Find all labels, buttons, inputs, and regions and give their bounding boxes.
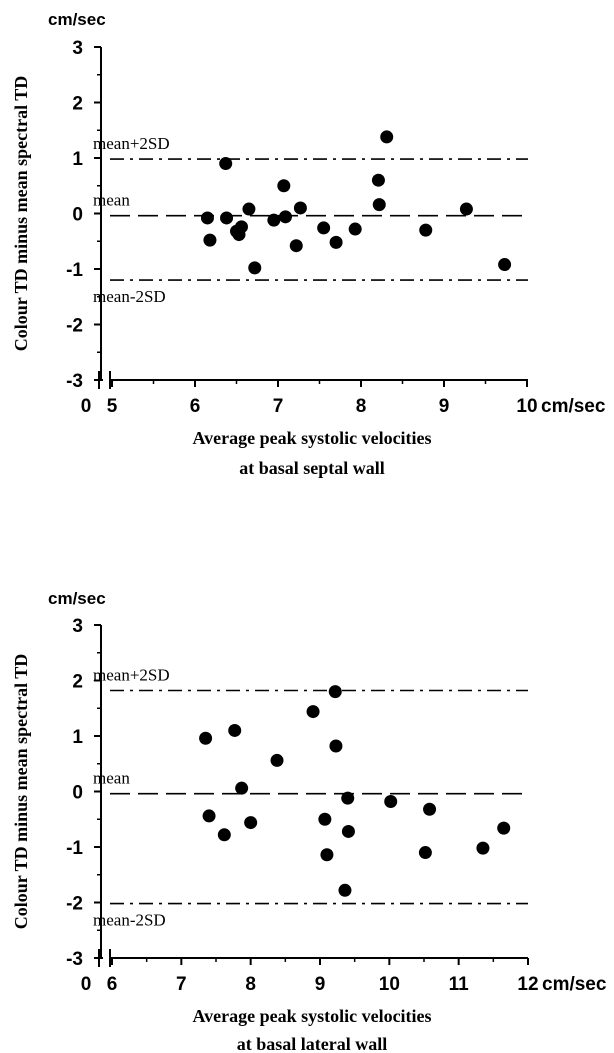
reference-line-label: mean+2SD	[93, 134, 170, 153]
y-axis-label: Colour TD minus mean spectral TD	[11, 76, 31, 352]
y-tick-label: 2	[72, 672, 83, 693]
x-axis-label-line: Average peak systolic velocities	[192, 428, 431, 448]
x-axis-label-line: at basal lateral wall	[237, 1034, 388, 1053]
reference-line-label: mean+2SD	[93, 665, 170, 684]
y-axis-unit: cm/sec	[48, 589, 106, 608]
x-tick-label: 11	[449, 974, 470, 995]
reference-line-label: mean-2SD	[93, 287, 166, 306]
reference-line-label: mean-2SD	[93, 911, 166, 930]
data-point	[278, 210, 292, 224]
data-point	[338, 883, 352, 897]
x-tick-label: 5	[107, 396, 118, 417]
data-point	[459, 202, 473, 216]
data-point	[228, 723, 242, 737]
data-point	[497, 821, 511, 835]
x-tick-label: 8	[356, 396, 367, 417]
y-tick-label: 3	[72, 38, 83, 59]
data-point	[341, 824, 355, 838]
y-tick-label: -3	[66, 371, 83, 392]
data-point	[423, 802, 437, 816]
data-point	[203, 233, 217, 247]
reference-line-label: mean	[93, 769, 130, 788]
x-tick-label: 7	[176, 974, 187, 995]
data-point	[277, 179, 291, 193]
data-point	[244, 816, 258, 830]
data-point	[202, 809, 216, 823]
data-point	[341, 791, 355, 805]
y-tick-label: -3	[66, 949, 83, 970]
x-tick-label: 6	[190, 396, 201, 417]
data-point	[348, 222, 362, 236]
data-point	[320, 848, 334, 862]
data-point	[235, 781, 249, 795]
data-point	[248, 261, 262, 275]
x-tick-label: 7	[273, 396, 284, 417]
data-point	[380, 130, 394, 144]
data-point	[289, 239, 303, 253]
y-tick-label: 0	[72, 205, 83, 226]
x-tick-label: 8	[245, 974, 256, 995]
data-point	[384, 794, 398, 808]
data-point	[498, 258, 512, 272]
y-tick-label: 2	[72, 94, 83, 115]
x-axis-label-line: Average peak systolic velocities	[192, 1006, 431, 1026]
data-point	[200, 211, 214, 225]
y-tick-label: 0	[72, 783, 83, 804]
y-tick-label: -1	[66, 260, 83, 281]
data-point	[371, 173, 385, 187]
x-tick-label-zero: 0	[81, 396, 92, 417]
x-tick-label: 10	[379, 974, 400, 995]
data-point	[329, 739, 343, 753]
data-point	[372, 198, 386, 212]
data-point	[242, 202, 256, 216]
data-point	[329, 235, 343, 249]
x-tick-label: 6	[107, 974, 118, 995]
x-tick-label: 9	[439, 396, 450, 417]
reference-line-label: mean	[93, 191, 130, 210]
x-tick-label: 12	[517, 974, 538, 995]
x-axis-label-line: at basal septal wall	[239, 458, 385, 478]
x-tick-label: 9	[315, 974, 326, 995]
data-point	[419, 223, 433, 237]
data-point	[418, 846, 432, 860]
data-point	[220, 211, 234, 225]
x-axis-unit: cm/sec	[542, 974, 607, 995]
y-tick-label: -1	[66, 838, 83, 859]
y-axis-label: Colour TD minus mean spectral TD	[11, 654, 31, 930]
data-point	[270, 753, 284, 767]
y-tick-label: -2	[66, 316, 83, 337]
data-point	[293, 201, 307, 215]
y-tick-label: 1	[72, 149, 83, 170]
data-point	[267, 213, 281, 227]
y-tick-label: 3	[72, 616, 83, 637]
data-point	[306, 705, 320, 719]
data-point	[234, 220, 248, 234]
data-point	[199, 731, 213, 745]
x-tick-label: 10	[516, 396, 537, 417]
data-point	[328, 685, 342, 699]
y-axis-unit: cm/sec	[48, 10, 106, 29]
data-point	[476, 841, 490, 855]
data-point	[317, 221, 331, 235]
data-point	[219, 157, 233, 171]
data-point	[217, 828, 231, 842]
y-tick-label: -2	[66, 894, 83, 915]
x-tick-label-zero: 0	[81, 974, 92, 995]
y-tick-label: 1	[72, 727, 83, 748]
data-point	[318, 812, 332, 826]
x-axis-unit: cm/sec	[541, 396, 606, 417]
